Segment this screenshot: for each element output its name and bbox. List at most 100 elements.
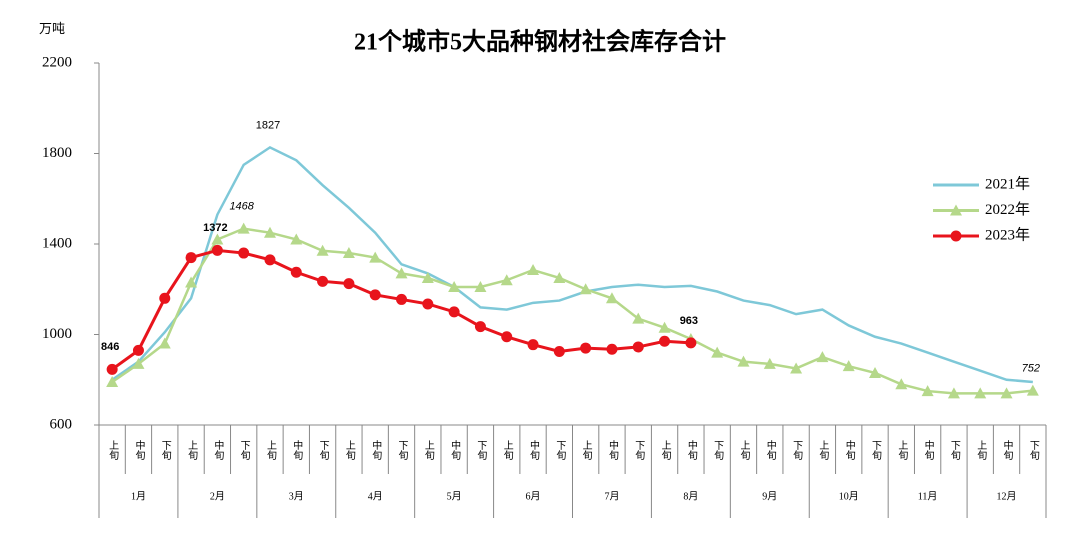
point <box>343 278 355 290</box>
x-tick-label: 中旬 <box>133 439 145 461</box>
legend-label: 2022年 <box>985 201 1030 218</box>
point <box>659 335 671 347</box>
point <box>316 244 329 256</box>
x-tick-label: 下旬 <box>317 440 329 461</box>
x-tick-label: 上旬 <box>264 440 276 461</box>
x-group-label: 9月 <box>762 490 777 502</box>
x-tick-label: 上旬 <box>343 440 355 461</box>
point <box>448 280 461 292</box>
x-group-label: 2月 <box>210 490 225 502</box>
point <box>816 351 829 363</box>
point <box>264 254 276 266</box>
x-tick-label: 中旬 <box>606 439 618 461</box>
legend-marker <box>950 230 962 242</box>
x-tick-label: 上旬 <box>896 440 908 461</box>
y-tick-label: 600 <box>50 416 73 432</box>
legend-marker <box>950 204 962 216</box>
data-label: 963 <box>680 315 698 327</box>
point <box>974 387 987 399</box>
point <box>527 264 540 276</box>
point <box>106 363 118 375</box>
point <box>421 271 434 283</box>
point <box>606 343 618 355</box>
x-tick-label: 上旬 <box>659 440 671 461</box>
point <box>527 339 539 351</box>
point <box>1000 387 1013 399</box>
point <box>869 366 882 378</box>
x-tick-label: 中旬 <box>1001 439 1013 461</box>
point <box>658 321 671 333</box>
x-tick-label: 下旬 <box>633 440 645 461</box>
x-group-label: 10月 <box>839 490 859 502</box>
x-tick-label: 下旬 <box>238 440 250 461</box>
point <box>685 337 697 349</box>
x-group-label: 12月 <box>997 490 1017 502</box>
point <box>132 344 144 356</box>
point <box>263 226 276 238</box>
point <box>790 362 803 374</box>
x-tick-label: 下旬 <box>870 440 882 461</box>
point <box>396 293 408 305</box>
x-group-label: 8月 <box>683 490 698 502</box>
point <box>422 298 434 310</box>
point <box>237 222 250 234</box>
x-group-label: 1月 <box>131 490 146 502</box>
point <box>317 275 329 287</box>
x-group-label: 5月 <box>447 490 462 502</box>
x-tick-label: 上旬 <box>738 440 750 461</box>
y-tick-label: 1400 <box>42 235 72 251</box>
x-tick-label: 中旬 <box>449 439 461 461</box>
x-tick-label: 下旬 <box>791 440 803 461</box>
x-group-label: 3月 <box>289 490 304 502</box>
point <box>474 280 487 292</box>
legend-label: 2023年 <box>985 226 1030 243</box>
point <box>1026 384 1039 396</box>
point <box>580 342 592 354</box>
point <box>290 233 303 245</box>
x-tick-label: 上旬 <box>580 440 592 461</box>
point <box>290 266 302 278</box>
point <box>448 306 460 318</box>
x-tick-label: 上旬 <box>422 440 434 461</box>
x-tick-label: 下旬 <box>712 440 724 461</box>
point <box>369 251 382 263</box>
point <box>737 355 750 367</box>
series-line <box>111 227 1033 395</box>
point <box>921 385 934 397</box>
data-label: 1827 <box>256 119 280 131</box>
point <box>342 247 355 259</box>
x-tick-label: 上旬 <box>186 440 198 461</box>
x-tick-label: 中旬 <box>843 439 855 461</box>
data-label: 1372 <box>203 222 227 234</box>
x-group-label: 4月 <box>368 490 383 502</box>
chart-title: 21个城市5大品种钢材社会库存合计 <box>354 28 726 56</box>
x-group-label: 7月 <box>604 490 619 502</box>
x-tick-label: 上旬 <box>817 440 829 461</box>
point <box>500 274 513 286</box>
x-tick-label: 中旬 <box>685 439 697 461</box>
data-label: 752 <box>1022 363 1040 375</box>
x-tick-label: 下旬 <box>554 440 566 461</box>
x-group-label: 6月 <box>526 490 541 502</box>
x-group-label: 11月 <box>918 490 938 502</box>
x-tick-label: 中旬 <box>370 439 382 461</box>
point <box>185 252 197 264</box>
point <box>579 283 592 295</box>
x-tick-label: 中旬 <box>291 439 303 461</box>
point <box>211 244 223 256</box>
legend-label: 2021年 <box>985 175 1030 192</box>
x-tick-label: 下旬 <box>948 440 960 461</box>
point <box>211 233 224 245</box>
point <box>369 289 381 301</box>
point <box>106 376 119 388</box>
point <box>842 360 855 372</box>
point <box>553 271 566 283</box>
point <box>185 276 198 288</box>
point <box>947 387 960 399</box>
point <box>605 292 618 304</box>
point <box>763 357 776 369</box>
point <box>632 341 644 353</box>
x-tick-label: 下旬 <box>159 440 171 461</box>
point <box>238 247 250 259</box>
